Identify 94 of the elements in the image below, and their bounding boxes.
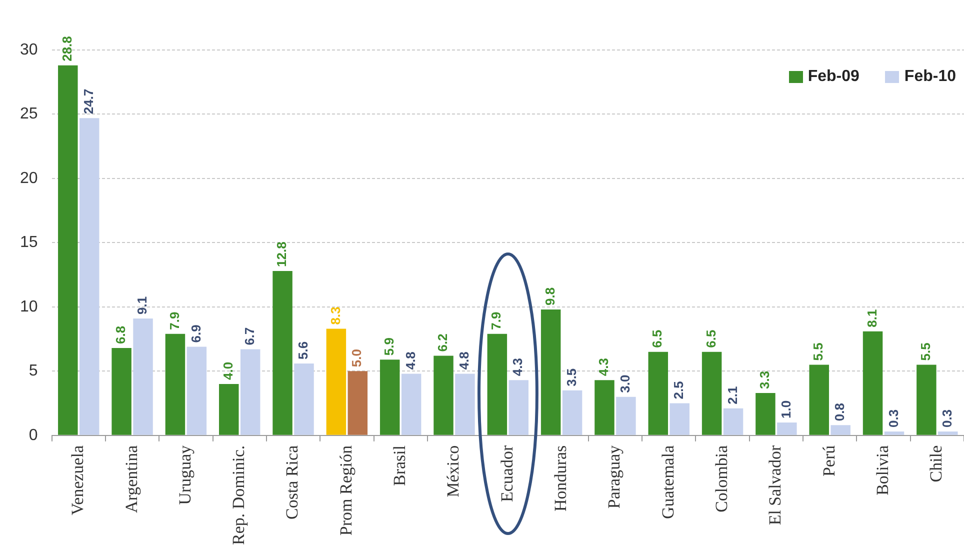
x-tick-label: Bolivia — [872, 444, 892, 496]
data-label: 6.5 — [650, 330, 665, 348]
data-label: 4.3 — [596, 358, 612, 376]
data-label: 0.3 — [886, 409, 901, 428]
data-label: 3.0 — [618, 374, 633, 393]
data-label: 0.3 — [939, 409, 954, 428]
data-label: 9.8 — [542, 287, 558, 306]
x-tick-label: El Salvador — [766, 445, 785, 526]
bar — [380, 360, 400, 435]
bar — [616, 396, 636, 435]
y-tick-label: 30 — [20, 41, 38, 58]
bar — [294, 363, 314, 435]
bar — [648, 352, 668, 435]
bar — [219, 384, 239, 435]
data-label: 3.5 — [564, 368, 579, 386]
bar — [401, 374, 422, 435]
data-label: 5.6 — [296, 341, 311, 360]
x-tick-label: Argentina — [122, 444, 141, 514]
x-tick-label: Prom Región — [336, 444, 356, 536]
bar — [434, 356, 454, 435]
bar — [240, 349, 260, 435]
bar — [916, 364, 936, 435]
data-label: 6.9 — [188, 324, 204, 343]
y-tick-label: 15 — [20, 234, 38, 252]
y-tick-label: 5 — [28, 362, 38, 380]
bar — [830, 425, 850, 435]
x-tick-label: Brasil — [390, 445, 410, 486]
bar — [58, 65, 78, 435]
data-label: 1.0 — [778, 400, 794, 419]
x-tick-label: Guatemala — [658, 444, 678, 520]
x-tick-label: Costa Rica — [282, 444, 302, 520]
y-tick-label: 20 — [20, 170, 38, 187]
bar — [133, 318, 153, 435]
bar — [594, 380, 614, 435]
bar — [112, 348, 132, 435]
data-label: 28.8 — [59, 36, 74, 62]
x-tick-label: Chile — [926, 445, 946, 482]
data-label: 5.0 — [349, 349, 364, 368]
data-label: 8.1 — [864, 309, 880, 328]
data-label: 2.1 — [724, 386, 740, 404]
data-label: 4.3 — [510, 358, 526, 376]
bar — [165, 334, 186, 435]
y-tick-label: 0 — [28, 426, 38, 444]
x-tick-label: Ecuador — [497, 445, 516, 502]
data-label: 7.9 — [166, 312, 182, 330]
data-label: 6.2 — [435, 334, 450, 352]
bar — [723, 408, 744, 435]
bar — [756, 392, 776, 435]
data-label: 4.8 — [402, 352, 418, 370]
x-tick-label: México — [444, 445, 463, 498]
data-label: 24.7 — [80, 88, 96, 114]
data-label: 5.9 — [381, 338, 396, 356]
bar — [777, 422, 797, 435]
data-label: 4.0 — [220, 362, 236, 380]
bar — [487, 334, 508, 435]
x-tick-label: Venezuela — [68, 444, 88, 516]
bar — [938, 432, 958, 435]
bar — [540, 309, 561, 435]
data-label: 2.5 — [671, 381, 686, 400]
bar — [508, 380, 529, 435]
bar — [272, 270, 292, 435]
data-label: 7.9 — [488, 312, 504, 330]
data-label: 6.8 — [113, 326, 128, 344]
y-tick-label: 25 — [20, 106, 38, 123]
data-label: 5.5 — [810, 342, 826, 361]
bar — [186, 346, 207, 435]
bar — [862, 331, 883, 435]
data-label: 9.1 — [134, 296, 150, 314]
bar — [809, 364, 829, 435]
bar — [884, 432, 904, 435]
data-label: 6.7 — [242, 327, 257, 346]
data-label: 6.5 — [703, 330, 718, 348]
bar — [455, 374, 475, 435]
data-label: 8.3 — [328, 306, 343, 325]
y-tick-label: 10 — [20, 298, 38, 316]
data-label: 4.8 — [456, 352, 472, 370]
bar — [702, 352, 722, 435]
bar — [562, 390, 582, 435]
x-tick-label: Colombia — [712, 444, 732, 512]
data-label: 12.8 — [274, 242, 290, 267]
legend-label: Feb-10 — [904, 68, 956, 86]
legend-label: Feb-09 — [808, 68, 860, 86]
bar — [670, 403, 690, 435]
data-label: 0.8 — [832, 403, 848, 422]
x-tick-label: Perú — [819, 444, 838, 477]
data-label: 5.5 — [918, 342, 934, 361]
x-tick-label: Uruguay — [175, 444, 194, 505]
x-tick-label: Paraguay — [604, 444, 624, 509]
bar — [79, 118, 100, 435]
x-tick-label: Rep. Dominic. — [229, 445, 248, 546]
data-label: 3.3 — [757, 370, 772, 389]
x-tick-label: Honduras — [551, 445, 570, 512]
bar — [326, 328, 346, 435]
bar — [348, 371, 368, 435]
